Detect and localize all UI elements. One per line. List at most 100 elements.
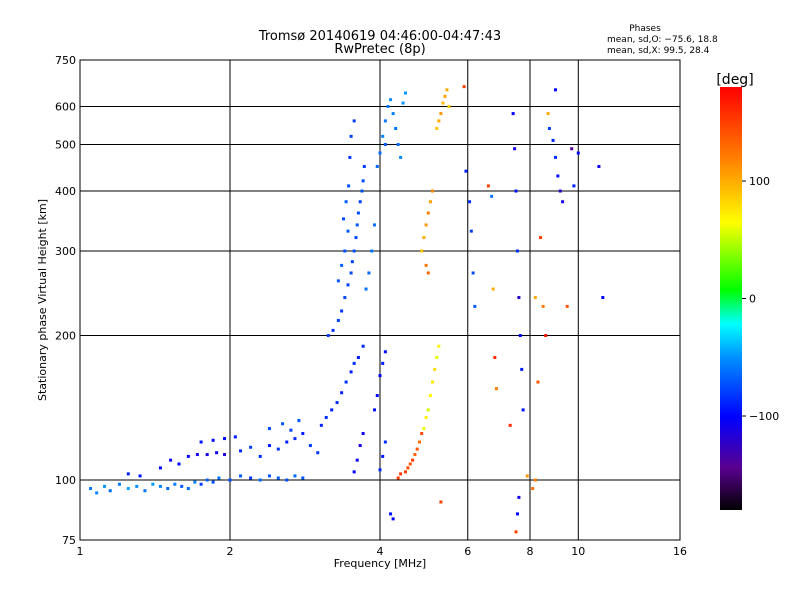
data-point [401,101,405,105]
grid [80,60,680,540]
data-point [517,495,521,499]
data-point [352,249,356,253]
data-point [411,458,415,462]
data-point [447,105,451,109]
data-point [391,112,395,116]
data-points [89,85,605,534]
data-point [386,105,390,109]
data-point [267,474,271,478]
data-point [428,200,432,204]
data-point [344,200,348,204]
data-point [558,189,562,193]
y-tick-label: 750 [55,54,76,67]
data-point [308,444,312,448]
data-point [513,147,517,151]
data-point [151,482,155,486]
data-point [126,472,130,476]
data-point [464,169,468,173]
x-tick-label: 4 [377,545,384,558]
y-tick-label: 400 [55,185,76,198]
colorbar: [deg] 100 0 −100 [716,72,779,510]
data-point [249,445,253,449]
data-point [293,474,297,478]
data-point [518,334,522,338]
data-point [396,143,400,147]
data-point [249,476,253,480]
data-point [301,432,305,436]
data-point [443,94,447,98]
data-point [143,489,147,493]
data-point [515,249,519,253]
data-point [108,489,112,493]
data-point [439,112,443,116]
data-point [378,374,382,378]
data-point [223,437,227,441]
data-point [531,487,535,491]
data-point [399,155,403,159]
data-point [258,454,262,458]
data-point [135,484,139,488]
data-point [342,217,346,221]
data-point [428,394,432,398]
data-point [415,447,419,451]
data-point [373,223,377,227]
data-point [508,423,512,427]
x-tick-label: 2 [227,545,234,558]
data-point [533,296,537,300]
data-point [358,444,362,448]
data-point [355,458,359,462]
y-tick-label: 200 [55,330,76,343]
data-point [561,200,565,204]
data-point [391,517,395,521]
data-point [267,427,271,431]
data-point [324,415,328,419]
data-point [350,260,354,264]
data-point [396,476,400,480]
data-point [169,458,173,462]
data-point [361,432,365,436]
data-point [383,350,387,354]
data-point [195,453,199,457]
data-point [383,143,387,147]
data-point [408,462,412,466]
data-point [383,440,387,444]
data-point [469,229,473,233]
data-point [285,478,289,482]
data-point [215,451,219,455]
data-point [553,155,557,159]
data-point [166,487,170,491]
data-point [293,437,297,441]
y-tick-label: 100 [55,474,76,487]
data-point [473,304,477,308]
data-point [541,304,545,308]
data-point [539,236,543,240]
data-point [354,236,358,240]
data-point [426,271,430,275]
data-point [276,476,280,480]
data-point [95,491,99,495]
y-tick-label: 500 [55,139,76,152]
data-point [358,200,362,204]
data-point [267,444,271,448]
data-point [490,194,494,198]
data-point [536,380,540,384]
colorbar-label: [deg] [716,72,753,88]
y-tick-label: 300 [55,245,76,258]
data-point [103,484,107,488]
x-tick-label: 16 [673,545,687,558]
x-axis-label: Frequency [MHz] [334,557,426,570]
data-point [343,296,347,300]
data-point [180,484,184,488]
data-point [389,98,393,102]
data-point [435,126,439,130]
data-point [177,462,181,466]
data-point [344,380,348,384]
data-point [370,249,374,253]
data-point [517,296,521,300]
data-point [381,134,385,138]
data-point [546,112,550,116]
data-point [356,211,360,215]
data-point [360,189,364,193]
data-point [556,174,560,178]
